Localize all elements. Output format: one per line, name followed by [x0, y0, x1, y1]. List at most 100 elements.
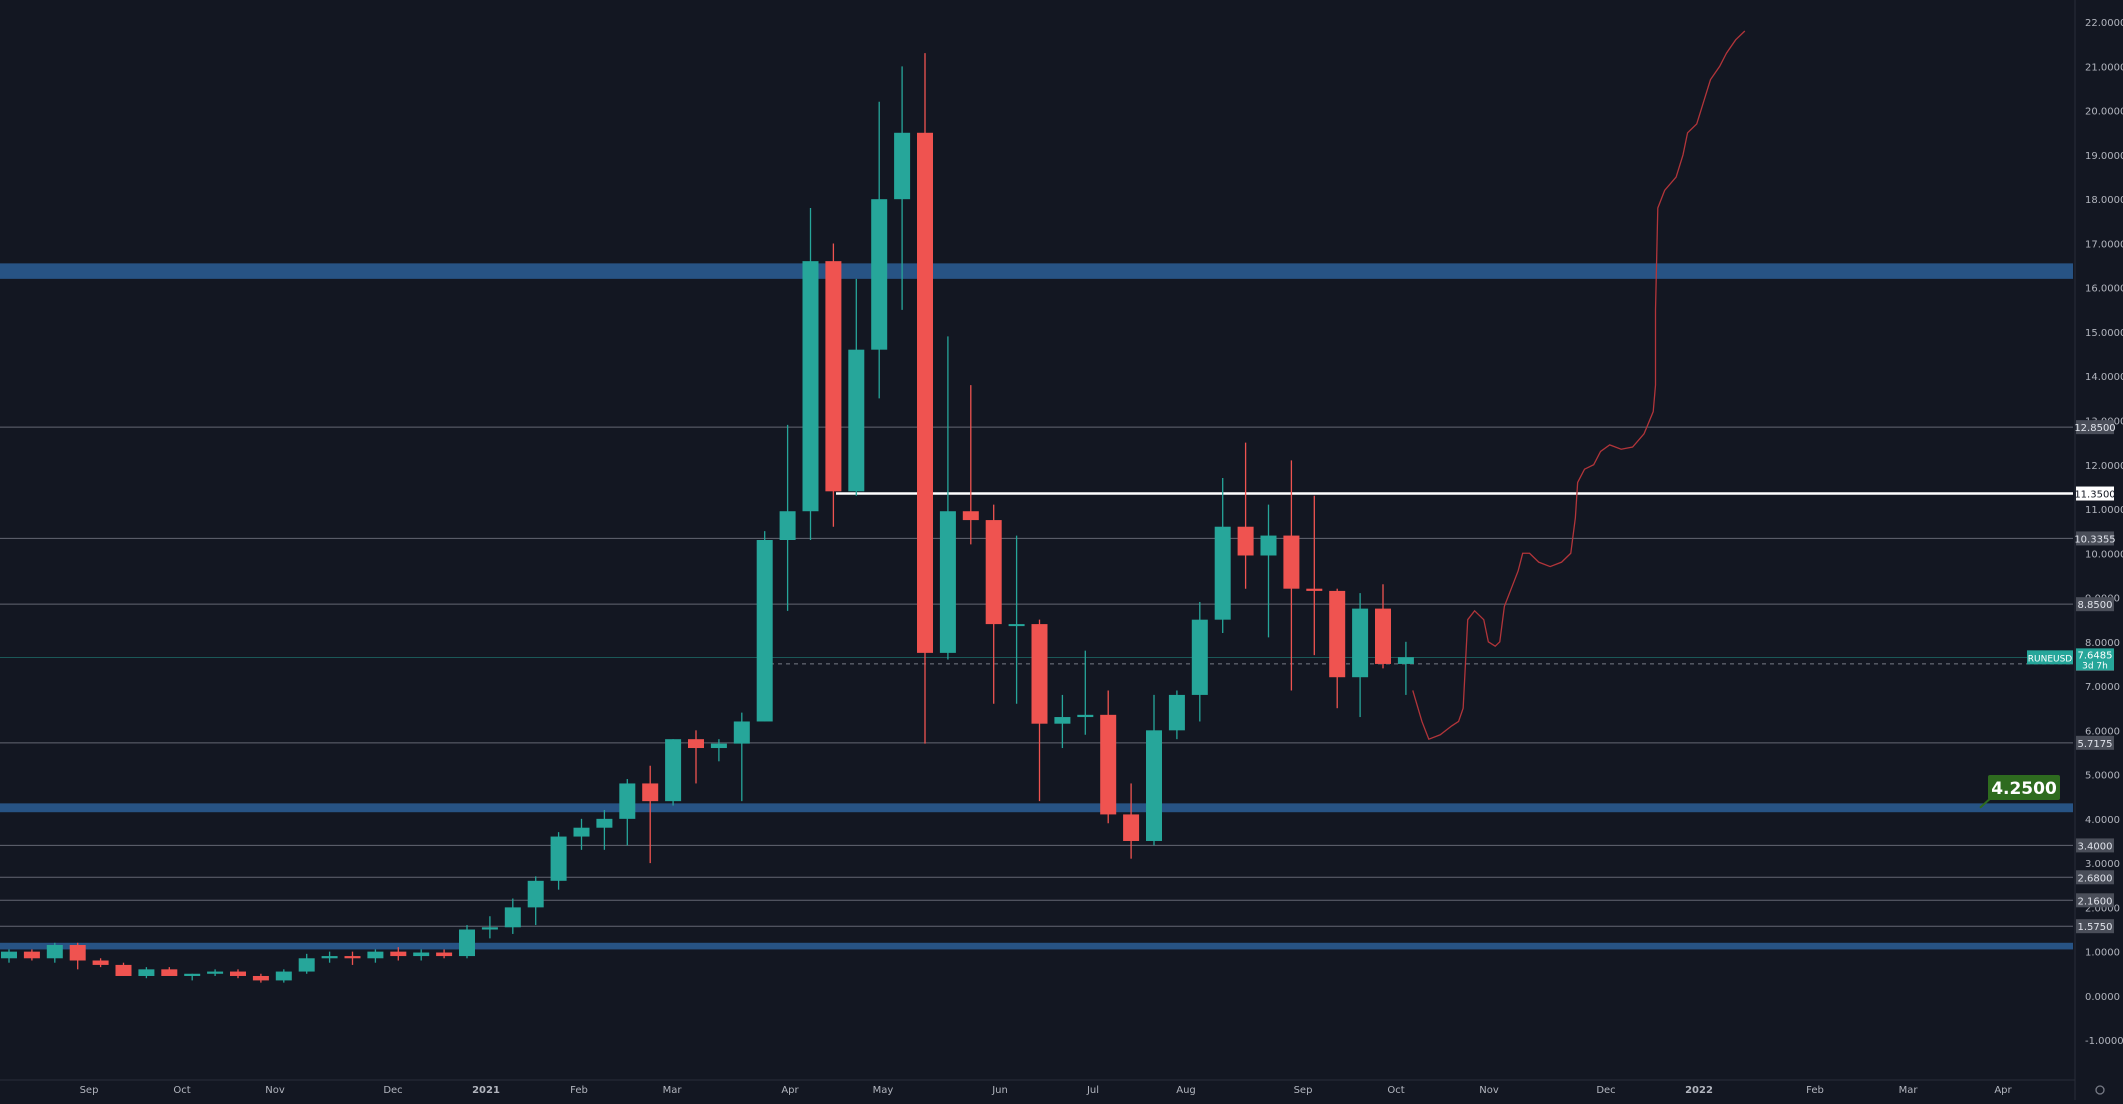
candle [1008, 535, 1025, 704]
candle-body [367, 951, 384, 959]
candle-body [1077, 714, 1094, 718]
key-level-price-tag-text: 11.3500 [2074, 490, 2115, 501]
time-tick-label: Apr [1994, 1085, 2012, 1096]
candle-body [619, 783, 636, 819]
candle-body [390, 951, 407, 957]
candle [1397, 641, 1414, 695]
target-badge-label: 4.2500 [1991, 779, 2057, 799]
candle [1191, 601, 1208, 722]
candle-body [1260, 535, 1277, 556]
key-level-price-tag: 11.3500 [2074, 486, 2116, 501]
projection-line [1412, 30, 1746, 741]
settings-icon[interactable] [2095, 1085, 2105, 1095]
zone-band [0, 263, 2073, 279]
level-price-tag-text: 3.4000 [2078, 841, 2113, 852]
candle-body [1283, 535, 1300, 589]
price-tick-label: 8.0000 [2085, 638, 2120, 649]
projection-path [1412, 30, 1746, 741]
level-price-tag: 12.8500 [2074, 420, 2116, 435]
candle [527, 876, 544, 926]
candle-body [688, 739, 704, 749]
candle [573, 818, 590, 850]
candle [1283, 460, 1300, 691]
countdown-text: 3d 7h [2082, 661, 2108, 671]
candle [161, 967, 178, 976]
candle [1031, 619, 1048, 802]
price-tick-label: -1.0000 [2085, 1036, 2123, 1047]
candle-body [1146, 730, 1162, 841]
candle [230, 969, 246, 979]
price-tick-label: 10.0000 [2085, 549, 2123, 560]
candle-body [1100, 714, 1117, 815]
candle-body [252, 975, 269, 981]
candle-body [642, 783, 659, 802]
candle-body [1352, 608, 1369, 678]
price-tick-label: 17.0000 [2085, 239, 2123, 250]
candle-body [230, 971, 246, 976]
price-tick-label: 7.0000 [2085, 682, 2120, 693]
time-tick-label: Dec [1596, 1085, 1615, 1096]
price-tick-label: 2.0000 [2085, 903, 2120, 914]
candle-body [1008, 624, 1025, 627]
candle [252, 973, 269, 983]
time-tick-label: 2021 [472, 1085, 500, 1096]
candle-body [23, 951, 40, 959]
time-axis[interactable]: Sep Oct Nov Dec 2021 Feb Mar Apr May Jun Jul Aug Sep… [0, 1079, 2105, 1096]
candle [710, 739, 727, 762]
symbol-tag-text: RUNEUSD [2028, 654, 2073, 664]
time-tick-label: Sep [80, 1085, 99, 1096]
price-tick-label: 0.0000 [2085, 992, 2120, 1003]
level-price-tag-box [2076, 531, 2114, 546]
price-tick-label: 12.0000 [2085, 461, 2123, 472]
time-tick-label: Apr [781, 1085, 799, 1096]
time-tick-label: Jul [1086, 1085, 1099, 1096]
level-price-tag-box [2076, 735, 2114, 750]
candle [1054, 694, 1071, 749]
time-tick-label: Mar [1899, 1085, 1919, 1096]
candle-body [115, 964, 132, 976]
candle-body [321, 956, 338, 959]
candle [848, 278, 865, 496]
price-tick-label: 22.0000 [2085, 18, 2123, 29]
candle-body [939, 511, 956, 653]
price-tick-label: 6.0000 [2085, 726, 2120, 737]
candle-body [275, 971, 292, 981]
candle-body [894, 132, 911, 200]
candle-body [985, 520, 1002, 625]
level-price-tag-box [2076, 870, 2114, 885]
candle-body [69, 945, 86, 961]
candle [802, 208, 819, 540]
time-tick-label: Oct [173, 1085, 190, 1096]
candle [46, 942, 63, 963]
candle [939, 336, 956, 660]
level-price-tag-text: 10.3355 [2074, 534, 2115, 545]
candle [413, 949, 430, 961]
time-tick-label: Mar [663, 1085, 683, 1096]
candle [504, 898, 521, 934]
target-badge-box [1988, 775, 2060, 800]
level-price-tag-box [2076, 597, 2114, 612]
candle-body [481, 927, 498, 930]
candle [871, 101, 888, 399]
price-axis[interactable]: 22.0000 21.0000 20.0000 19.0000 18.0000 17.00… [2027, 0, 2123, 1100]
candle [550, 832, 567, 890]
candle-body [413, 952, 430, 957]
candle-body [848, 349, 865, 492]
candle-body [207, 971, 224, 974]
candle [390, 947, 407, 961]
candle [825, 243, 842, 527]
time-tick-label: 2022 [1685, 1085, 1713, 1096]
settings-icon-ring [2095, 1085, 2105, 1095]
candle [665, 739, 682, 806]
price-tick-label: 14.0000 [2085, 372, 2123, 383]
time-tick-label: Aug [1176, 1085, 1196, 1096]
level-price-tag-text: 8.8500 [2078, 600, 2113, 611]
price-tick-label: 3.0000 [2085, 859, 2120, 870]
level-price-tag-text: 2.6800 [2078, 873, 2113, 884]
candle [688, 730, 704, 784]
price-tick-label: 21.0000 [2085, 62, 2123, 73]
time-tick-label: Jun [991, 1085, 1008, 1096]
candle-body [1054, 717, 1071, 724]
